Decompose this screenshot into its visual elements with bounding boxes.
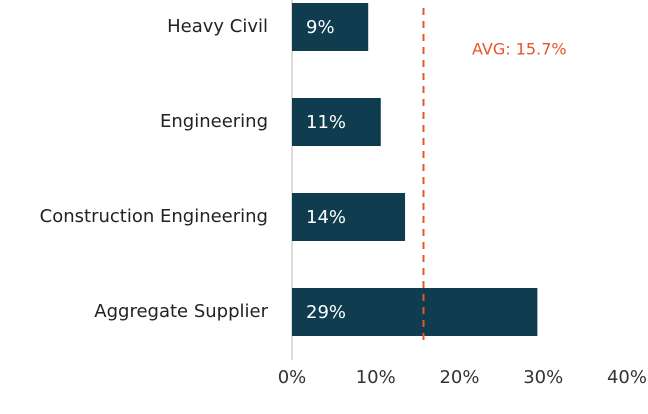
x-tick-label: 10% [356,367,396,388]
category-label: Construction Engineering [40,206,268,227]
value-label: 14% [306,207,346,228]
x-tick-label: 30% [523,367,563,388]
x-tick-label: 20% [439,367,479,388]
value-label: 11% [306,112,346,133]
value-label: 29% [306,302,346,323]
category-label: Aggregate Supplier [94,301,268,322]
x-tick-label: 0% [278,367,307,388]
bar [292,3,369,51]
x-tick-label: 40% [607,367,647,388]
bar [292,288,538,336]
category-label: Heavy Civil [167,16,268,37]
bar [292,98,381,146]
value-label: 9% [306,17,335,38]
category-label: Engineering [160,111,268,132]
bar [292,193,406,241]
average-label: AVG: 15.7% [472,40,567,59]
